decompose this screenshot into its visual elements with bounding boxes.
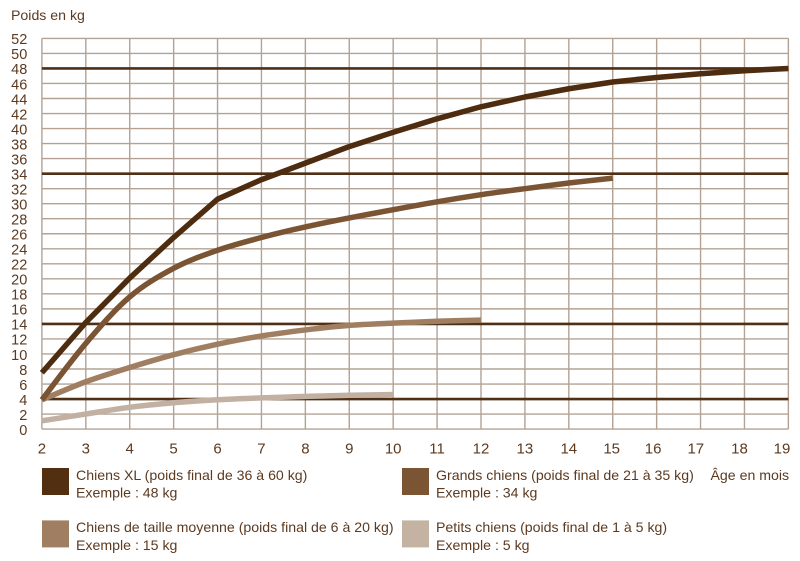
svg-text:15: 15 xyxy=(603,441,620,458)
svg-text:28: 28 xyxy=(11,213,27,229)
svg-text:Petits chiens (poids final de: Petits chiens (poids final de 1 à 5 kg) xyxy=(436,519,667,535)
svg-text:42: 42 xyxy=(11,107,27,123)
svg-text:Exemple : 5 kg: Exemple : 5 kg xyxy=(436,537,530,553)
svg-text:18: 18 xyxy=(11,288,27,304)
svg-text:0: 0 xyxy=(19,423,27,439)
svg-text:Exemple : 48 kg: Exemple : 48 kg xyxy=(76,485,177,501)
svg-text:Exemple : 34 kg: Exemple : 34 kg xyxy=(436,485,537,501)
svg-text:13: 13 xyxy=(517,441,534,458)
svg-text:4: 4 xyxy=(19,393,27,409)
svg-text:18: 18 xyxy=(731,441,748,458)
svg-text:6: 6 xyxy=(213,441,221,458)
svg-text:44: 44 xyxy=(11,92,27,108)
svg-text:2: 2 xyxy=(38,441,46,458)
svg-text:32: 32 xyxy=(11,183,27,199)
svg-text:3: 3 xyxy=(82,441,90,458)
svg-text:Chiens XL (poids final de 36 à: Chiens XL (poids final de 36 à 60 kg) xyxy=(76,467,307,483)
svg-text:14: 14 xyxy=(560,441,577,458)
svg-text:30: 30 xyxy=(11,198,27,214)
svg-text:14: 14 xyxy=(11,318,27,334)
svg-text:Âge en mois: Âge en mois xyxy=(711,467,790,483)
svg-text:7: 7 xyxy=(257,441,265,458)
svg-text:6: 6 xyxy=(19,378,27,394)
svg-text:17: 17 xyxy=(687,441,704,458)
svg-text:52: 52 xyxy=(11,32,27,48)
svg-text:11: 11 xyxy=(429,441,445,458)
svg-text:4: 4 xyxy=(126,441,134,458)
svg-text:Poids en kg: Poids en kg xyxy=(11,7,85,23)
svg-text:9: 9 xyxy=(345,441,353,458)
svg-text:50: 50 xyxy=(11,47,27,63)
svg-text:34: 34 xyxy=(11,167,27,183)
svg-text:24: 24 xyxy=(11,243,27,259)
svg-text:5: 5 xyxy=(169,441,177,458)
svg-text:Exemple : 15 kg: Exemple : 15 kg xyxy=(76,537,177,553)
svg-text:12: 12 xyxy=(473,441,490,458)
svg-text:Grands chiens (poids final de: Grands chiens (poids final de 21 à 35 kg… xyxy=(436,467,694,483)
svg-text:10: 10 xyxy=(385,441,402,458)
svg-text:8: 8 xyxy=(19,363,27,379)
svg-text:Chiens de taille moyenne (poid: Chiens de taille moyenne (poids final de… xyxy=(76,519,394,535)
svg-text:16: 16 xyxy=(645,441,662,458)
svg-text:8: 8 xyxy=(301,441,309,458)
svg-text:10: 10 xyxy=(11,348,27,364)
svg-text:12: 12 xyxy=(11,333,27,349)
svg-text:20: 20 xyxy=(11,273,27,289)
svg-text:40: 40 xyxy=(11,122,27,138)
svg-text:26: 26 xyxy=(11,228,27,244)
svg-text:38: 38 xyxy=(11,137,27,153)
svg-text:48: 48 xyxy=(11,62,27,78)
svg-text:22: 22 xyxy=(11,258,27,274)
svg-text:2: 2 xyxy=(19,408,27,424)
svg-text:16: 16 xyxy=(11,303,27,319)
svg-text:36: 36 xyxy=(11,152,27,168)
svg-text:19: 19 xyxy=(774,441,791,458)
svg-text:46: 46 xyxy=(11,77,27,93)
